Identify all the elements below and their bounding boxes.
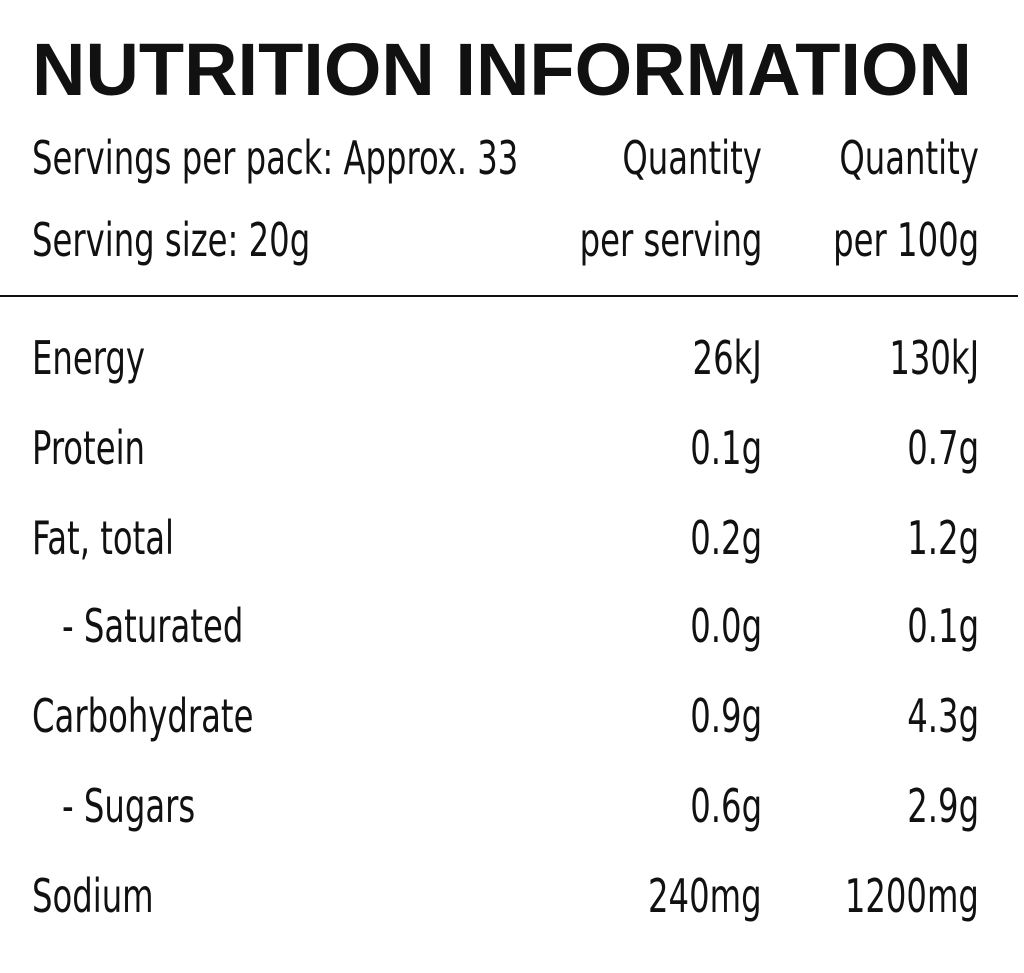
panel-title: NUTRITION INFORMATION <box>32 28 972 111</box>
per-100g-value: 1.2g <box>907 511 979 565</box>
nutrient-label: - Sugars <box>62 779 196 833</box>
per-serving-value: 0.9g <box>690 689 762 743</box>
nutrient-label: Sodium <box>32 869 154 923</box>
header-divider <box>0 295 1018 297</box>
per-serving-value: 0.0g <box>690 599 762 653</box>
per-serving-value: 0.6g <box>690 779 762 833</box>
per-serving-value: 26kJ <box>692 331 762 385</box>
per-serving-value: 0.2g <box>690 511 762 565</box>
per-100g-header-line1: Quantity <box>839 131 979 185</box>
per-100g-value: 0.1g <box>907 599 979 653</box>
serving-size: Serving size: 20g <box>32 213 311 267</box>
nutrient-label: Carbohydrate <box>32 689 254 743</box>
per-100g-value: 0.7g <box>907 421 979 475</box>
per-100g-value: 1200mg <box>844 869 979 923</box>
nutrient-label: Protein <box>32 421 146 475</box>
per-100g-header-line2: per 100g <box>833 213 979 267</box>
servings-per-pack: Servings per pack: Approx. 33 <box>32 131 519 185</box>
per-serving-value: 240mg <box>648 869 762 923</box>
nutrient-label: Fat, total <box>32 511 174 565</box>
per-serving-header-line2: per serving <box>579 213 762 267</box>
nutrient-label: Energy <box>32 331 145 385</box>
per-serving-header-line1: Quantity <box>622 131 762 185</box>
per-100g-value: 4.3g <box>907 689 979 743</box>
per-100g-value: 2.9g <box>907 779 979 833</box>
per-serving-value: 0.1g <box>690 421 762 475</box>
nutrient-label: - Saturated <box>62 599 244 653</box>
per-100g-value: 130kJ <box>889 331 979 385</box>
